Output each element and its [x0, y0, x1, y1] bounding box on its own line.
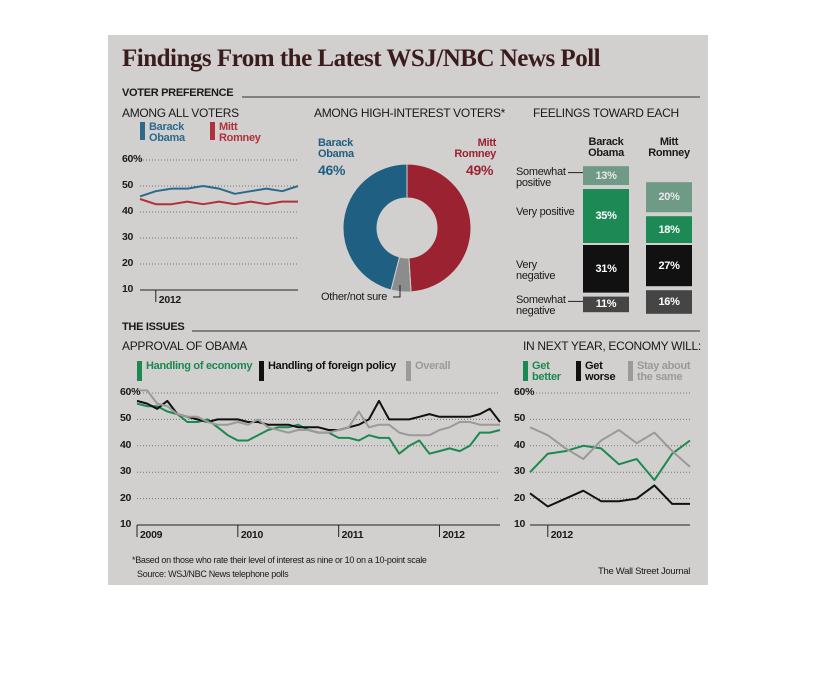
legend-label: Mitt Romney — [219, 121, 261, 144]
x-tick-label: 2009 — [140, 529, 163, 541]
y-tick-label: 30 — [120, 465, 132, 478]
slice-value: 46% — [318, 162, 346, 178]
legend-label: Handling of economy — [146, 360, 253, 372]
legend-swatch — [523, 361, 528, 381]
chart-title: IN NEXT YEAR, ECONOMY WILL: — [523, 339, 701, 353]
row-label: Very negative — [516, 258, 556, 282]
series-line — [529, 484, 690, 508]
chart-title: AMONG HIGH-INTEREST VOTERS* — [314, 106, 506, 120]
y-tick-label: 60% — [514, 386, 535, 398]
credit: The Wall Street Journal — [598, 566, 691, 577]
y-tick-label: 40 — [514, 438, 526, 451]
bar-segment — [583, 189, 629, 243]
legend-swatch — [628, 361, 633, 381]
section-title: THE ISSUES — [122, 321, 185, 333]
y-tick-label: 30 — [514, 465, 526, 478]
value-label: 20% — [658, 191, 680, 204]
bar-segment — [646, 216, 692, 243]
y-tick-label: 20 — [122, 257, 134, 269]
source: Source: WSJ/NBC News telephone polls — [137, 569, 289, 579]
slice-value: 49% — [466, 162, 494, 178]
bar-segment — [646, 245, 692, 287]
y-tick-label: 20 — [120, 491, 132, 504]
value-label: 11% — [595, 298, 617, 311]
slice-label: Other/not sure — [321, 291, 388, 303]
legend-swatch — [576, 361, 581, 381]
y-tick-label: 40 — [122, 205, 134, 217]
row-label: Somewhat negative — [516, 294, 566, 318]
donut-slice — [342, 163, 408, 291]
footnote: *Based on those who rate their level of … — [132, 555, 427, 565]
legend-swatch — [140, 122, 145, 140]
legend-label: Get better — [532, 360, 561, 383]
category-label: Barack Obama — [588, 136, 624, 159]
value-label: 16% — [658, 296, 680, 308]
series-line — [139, 185, 299, 198]
slice-label: Barack Obama — [318, 137, 354, 160]
legend-label: Handling of foreign policy — [268, 360, 396, 372]
value-label: 31% — [595, 262, 617, 275]
y-tick-label: 50 — [120, 412, 132, 425]
legend-label: Overall — [415, 360, 451, 372]
value-label: 18% — [658, 223, 680, 236]
series-line — [136, 399, 501, 431]
series-line — [529, 439, 691, 482]
donut-slice — [390, 256, 412, 293]
legend-swatch — [259, 361, 264, 381]
legend-label: Barack Obama — [149, 121, 185, 144]
chart-title: AMONG ALL VOTERS — [122, 106, 239, 120]
x-tick-label: 2012 — [442, 529, 465, 541]
legend-swatch — [406, 361, 411, 381]
value-label: 13% — [595, 169, 617, 182]
y-tick-label: 30 — [122, 231, 134, 243]
title: Findings From the Latest WSJ/NBC News Po… — [122, 45, 601, 72]
x-tick-label: 2012 — [550, 529, 573, 541]
legend-label: Stay about the same — [637, 360, 691, 383]
value-label: 27% — [658, 259, 680, 272]
legend-label: Get worse — [585, 360, 616, 383]
y-tick-label: 20 — [514, 491, 526, 504]
y-tick-label: 10 — [514, 518, 526, 530]
x-tick-label: 2011 — [341, 529, 364, 541]
y-tick-label: 50 — [514, 412, 526, 425]
y-tick-label: 10 — [122, 283, 134, 295]
y-tick-label: 60% — [120, 386, 141, 398]
bar-segment — [646, 290, 692, 314]
y-tick-label: 10 — [120, 518, 132, 530]
row-label: Very positive — [516, 206, 575, 218]
slice-label: Mitt Romney — [454, 137, 496, 160]
row-label: Somewhat positive — [516, 165, 566, 189]
value-label: 35% — [595, 210, 617, 222]
legend-swatch — [137, 361, 142, 381]
x-tick-label: 2010 — [240, 529, 263, 541]
legend-swatch — [210, 122, 215, 140]
x-tick-label: 2012 — [158, 294, 181, 306]
chart-title: FEELINGS TOWARD EACH — [533, 106, 679, 120]
series-line — [139, 198, 298, 206]
bar-segment — [583, 245, 629, 293]
series-line — [529, 426, 691, 468]
donut-slice — [406, 163, 472, 293]
bar-segment — [583, 296, 629, 313]
series-line — [137, 389, 500, 437]
y-tick-label: 40 — [120, 438, 132, 451]
bar-segment — [646, 182, 692, 213]
y-tick-label: 60% — [122, 153, 143, 165]
category-label: Mitt Romney — [648, 136, 690, 159]
section-title: VOTER PREFERENCE — [122, 87, 234, 99]
leader-line — [393, 285, 401, 298]
bar-segment — [583, 166, 629, 185]
y-tick-label: 50 — [122, 179, 134, 191]
chart-title: APPROVAL OF OBAMA — [122, 339, 247, 353]
